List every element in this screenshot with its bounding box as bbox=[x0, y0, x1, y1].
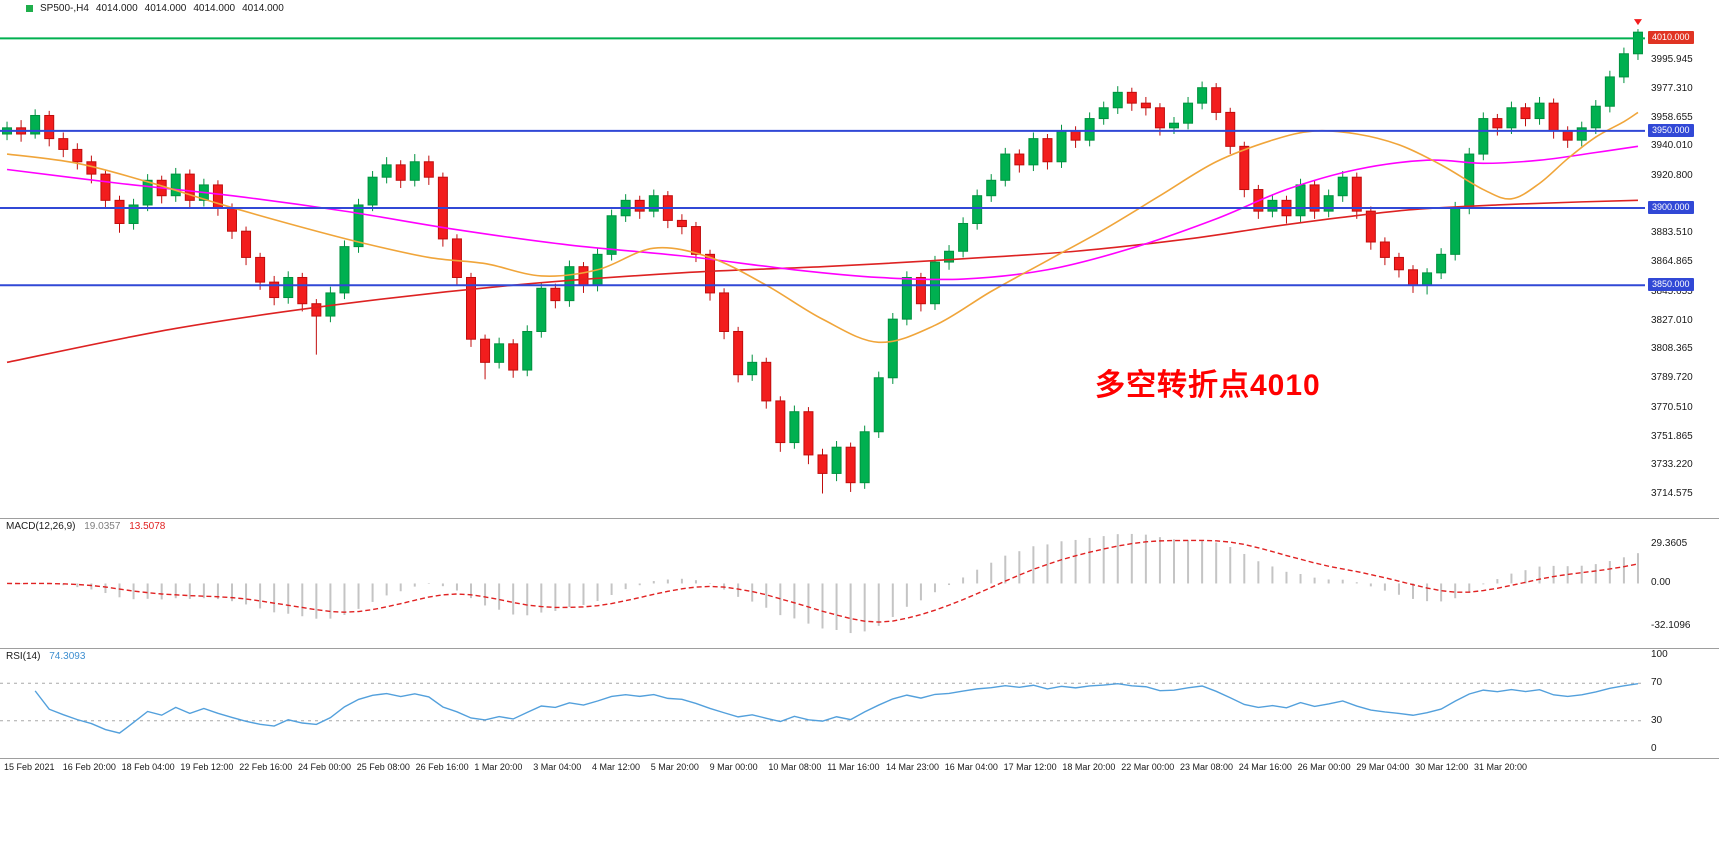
price-axis-label: 3808.365 bbox=[1651, 343, 1693, 355]
macd-signal-value: 13.5078 bbox=[129, 521, 166, 532]
price-axis-label: 3751.865 bbox=[1651, 430, 1693, 442]
price-axis-label: 3789.720 bbox=[1651, 372, 1693, 384]
pane-separator[interactable] bbox=[0, 518, 1719, 519]
price-tag-3850.000[interactable]: 3850.000 bbox=[1648, 278, 1694, 292]
time-axis-label: 16 Mar 04:00 bbox=[944, 762, 998, 772]
time-axis-label: 14 Mar 23:00 bbox=[886, 762, 940, 772]
time-axis-label: 17 Mar 12:00 bbox=[1003, 762, 1057, 772]
macd-signal-line bbox=[7, 539, 1639, 623]
macd-pane[interactable] bbox=[0, 519, 1645, 648]
price-axis-label: 3714.575 bbox=[1651, 488, 1693, 500]
time-axis-label: 15 Feb 2021 bbox=[4, 762, 55, 772]
macd-label: MACD(12,26,9) 19.0357 13.5078 bbox=[6, 521, 171, 532]
ma-mid-line bbox=[6, 145, 1639, 281]
rsi-axis-label: 0 bbox=[1651, 743, 1657, 754]
pane-separator[interactable] bbox=[0, 648, 1719, 649]
price-axis-label: 3733.220 bbox=[1651, 459, 1693, 471]
time-axis-label: 29 Mar 04:00 bbox=[1356, 762, 1410, 772]
symbol-timeframe-label: SP500-,H4 bbox=[40, 3, 89, 14]
time-axis-label: 4 Mar 12:00 bbox=[592, 762, 641, 772]
time-axis[interactable]: 15 Feb 2021 16 Feb 20:00 18 Feb 04:00 19 Fe… bbox=[0, 762, 1719, 780]
rsi-line bbox=[34, 682, 1639, 734]
time-axis-label: 25 Feb 08:00 bbox=[356, 762, 410, 772]
rsi-axis-label: 30 bbox=[1651, 714, 1663, 726]
price-axis-label: 3864.865 bbox=[1651, 256, 1693, 268]
time-axis-label: 5 Mar 20:00 bbox=[650, 762, 699, 772]
price-tag-3900.000[interactable]: 3900.000 bbox=[1648, 201, 1694, 215]
price-marker-icon bbox=[1633, 19, 1642, 26]
rsi-value: 74.3093 bbox=[49, 651, 86, 662]
time-axis-label: 11 Mar 16:00 bbox=[827, 762, 880, 772]
macd-axis[interactable]: 29.3605 0.00 -32.1096 bbox=[1646, 519, 1719, 648]
main-price-pane[interactable] bbox=[0, 0, 1645, 518]
quote-open: 4014.000 bbox=[95, 3, 138, 14]
time-axis-label: 31 Mar 20:00 bbox=[1474, 762, 1528, 772]
price-axis-label: 3883.510 bbox=[1651, 227, 1693, 239]
rsi-axis-label: 70 bbox=[1651, 677, 1663, 689]
candles bbox=[2, 29, 1643, 494]
quote-high: 4014.000 bbox=[144, 3, 187, 14]
quote-low: 4014.000 bbox=[193, 3, 236, 14]
time-axis-label: 23 Mar 08:00 bbox=[1180, 762, 1234, 772]
macd-name: MACD(12,26,9) bbox=[6, 521, 76, 532]
time-axis-label: 18 Feb 04:00 bbox=[121, 762, 175, 772]
price-tag-4010.000[interactable]: 4010.000 bbox=[1648, 31, 1694, 45]
time-axis-label: 9 Mar 00:00 bbox=[709, 762, 758, 772]
time-axis-label: 24 Feb 00:00 bbox=[298, 762, 352, 772]
price-tag-3950.000[interactable]: 3950.000 bbox=[1648, 123, 1694, 137]
price-axis-label: 3827.010 bbox=[1651, 314, 1693, 326]
time-axis-label: 30 Mar 12:00 bbox=[1415, 762, 1469, 772]
macd-main-value: 19.0357 bbox=[84, 521, 121, 532]
price-axis-label: 3770.510 bbox=[1651, 401, 1693, 413]
price-axis-label: 3920.800 bbox=[1651, 169, 1693, 181]
quote-close: 4014.000 bbox=[242, 3, 284, 14]
pane-separator[interactable] bbox=[0, 758, 1719, 759]
time-axis-label: 3 Mar 04:00 bbox=[533, 762, 582, 772]
time-axis-label: 10 Mar 08:00 bbox=[768, 762, 822, 772]
price-axis-label: 3845.655 bbox=[1651, 285, 1693, 297]
ma-slow-line bbox=[6, 199, 1638, 364]
macd-histogram bbox=[20, 533, 1639, 634]
time-axis-label: 1 Mar 20:00 bbox=[474, 762, 523, 772]
text-annotation[interactable]: 多空转折点4010 bbox=[1095, 369, 1321, 402]
price-axis-label: 3958.655 bbox=[1651, 111, 1693, 123]
macd-axis-label: -32.1096 bbox=[1651, 620, 1691, 632]
time-axis-label: 26 Mar 00:00 bbox=[1297, 762, 1351, 772]
time-axis-label: 22 Feb 16:00 bbox=[239, 762, 293, 772]
ma-fast-line bbox=[6, 111, 1639, 344]
time-axis-label: 19 Feb 12:00 bbox=[180, 762, 234, 772]
rsi-axis-label: 100 bbox=[1651, 649, 1668, 660]
time-axis-label: 24 Mar 16:00 bbox=[1238, 762, 1292, 772]
price-axis-label: 3995.945 bbox=[1651, 54, 1693, 66]
time-axis-label: 26 Feb 16:00 bbox=[415, 762, 469, 772]
time-axis-label: 22 Mar 00:00 bbox=[1121, 762, 1175, 772]
rsi-pane[interactable] bbox=[0, 649, 1645, 758]
price-axis[interactable]: 4010.000 3950.000 3900.000 3850.000 3995.945… bbox=[1646, 0, 1719, 518]
quote-line: SP500-,H4 4014.000 4014.000 4014.000 401… bbox=[26, 3, 284, 14]
macd-axis-label: 29.3605 bbox=[1651, 538, 1688, 550]
chart-bullet-icon bbox=[26, 5, 33, 12]
price-axis-label: 3940.010 bbox=[1651, 140, 1693, 152]
macd-axis-label: 0.00 bbox=[1651, 577, 1671, 589]
rsi-name: RSI(14) bbox=[6, 651, 41, 662]
rsi-label: RSI(14) 74.3093 bbox=[6, 651, 91, 662]
time-axis-label: 18 Mar 20:00 bbox=[1062, 762, 1116, 772]
rsi-axis[interactable]: 100 70 30 0 bbox=[1646, 649, 1719, 758]
time-axis-label: 16 Feb 20:00 bbox=[62, 762, 116, 772]
price-axis-label: 3977.310 bbox=[1651, 82, 1693, 94]
